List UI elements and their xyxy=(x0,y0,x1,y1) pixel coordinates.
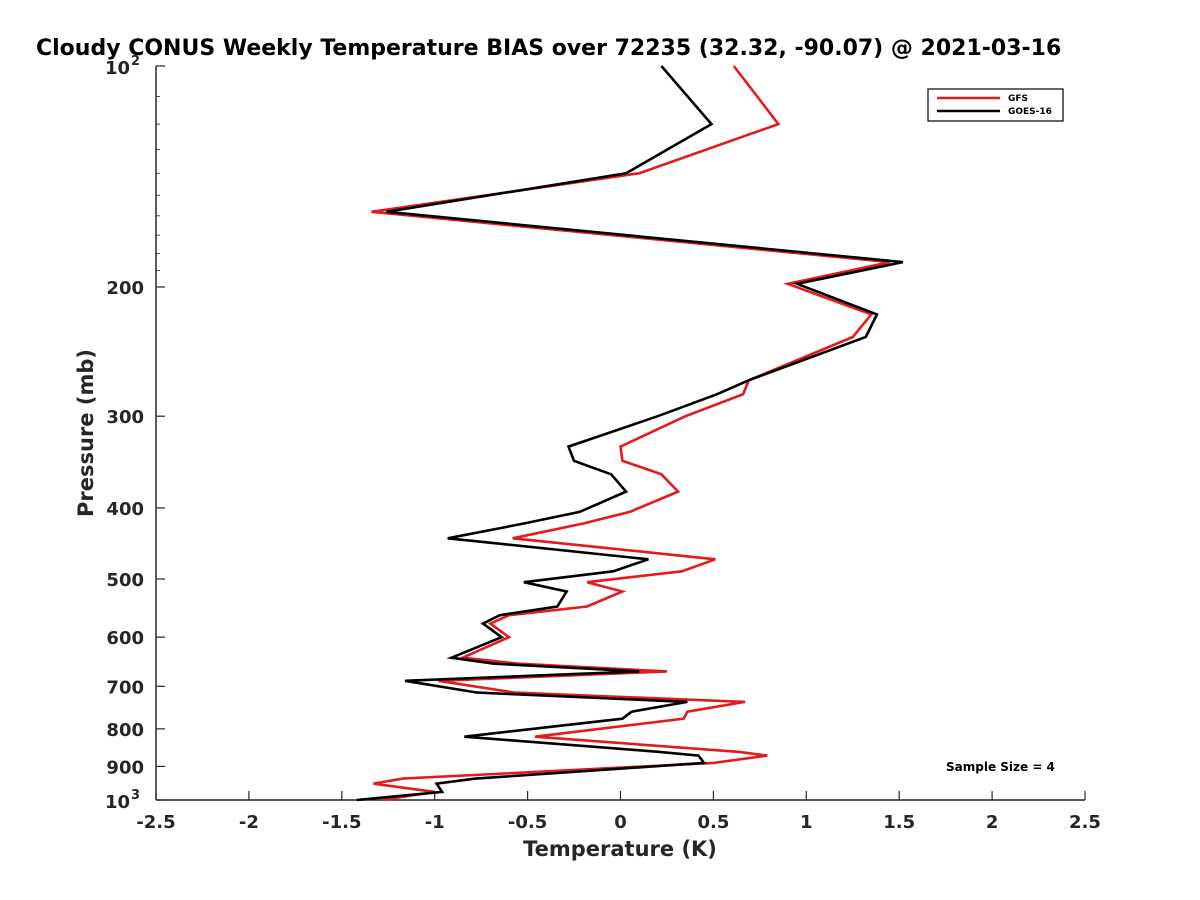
x-tick-label: -0.5 xyxy=(508,812,547,833)
legend-label-goes16: GOES-16 xyxy=(1008,107,1052,117)
y-tick-exponent: 3 xyxy=(131,788,140,803)
y-tick-exponent: 2 xyxy=(131,54,140,69)
x-tick-label: -1.5 xyxy=(322,812,361,833)
x-tick-label: 1 xyxy=(800,812,813,833)
legend-label-gfs: GFS xyxy=(1008,94,1028,104)
x-tick-label: 0.5 xyxy=(697,812,729,833)
y-tick-label: 600 xyxy=(106,628,144,649)
series-line-gfs xyxy=(371,65,891,802)
x-ticks: -2.5 -2 -1.5 -1 -0.5 0 0.5 1 1.5 2 2.5 xyxy=(136,791,1101,833)
y-tick-label: 400 xyxy=(106,499,144,520)
chart-title: Cloudy CONUS Weekly Temperature BIAS ove… xyxy=(36,36,1061,61)
x-tick-label: -1 xyxy=(425,812,445,833)
y-tick-label: 300 xyxy=(106,407,144,428)
y-tick-label: 700 xyxy=(106,677,144,698)
x-tick-label: 1.5 xyxy=(883,812,915,833)
legend-box xyxy=(927,88,1064,122)
y-tick-label: 800 xyxy=(106,720,144,741)
y-tick-label: 10 xyxy=(105,58,130,79)
y-axis-label: Pressure (mb) xyxy=(74,349,98,517)
y-tick-label: 10 xyxy=(105,792,130,813)
x-tick-label: -2 xyxy=(239,812,259,833)
legend: GFS GOES-16 xyxy=(927,88,1064,122)
sample-size-annotation: Sample Size = 4 xyxy=(946,760,1055,774)
series-line-goes-16 xyxy=(356,65,904,802)
x-tick-label: 0 xyxy=(614,812,627,833)
series-layer xyxy=(356,65,904,802)
y-tick-label: 500 xyxy=(106,570,144,591)
x-axis-label: Temperature (K) xyxy=(523,837,717,861)
x-tick-label: -2.5 xyxy=(136,812,175,833)
y-tick-label: 900 xyxy=(106,757,144,778)
x-tick-label: 2.5 xyxy=(1069,812,1101,833)
y-tick-label: 200 xyxy=(106,278,144,299)
x-tick-label: 2 xyxy=(986,812,999,833)
